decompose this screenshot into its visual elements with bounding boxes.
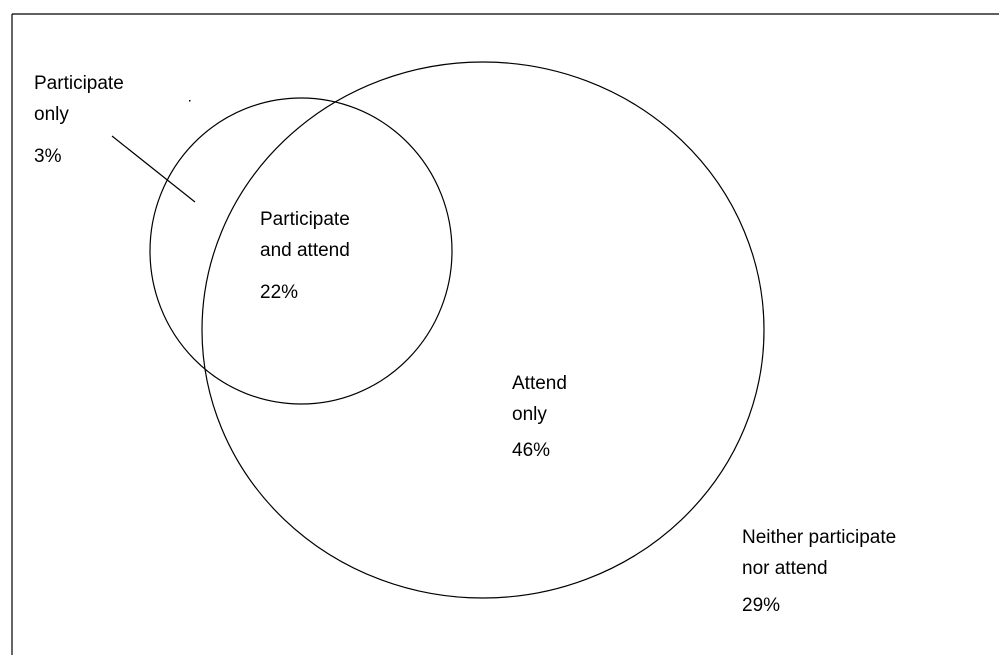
attend-only-percent: 46% [512, 440, 550, 461]
neither-label-line2: nor attend [742, 558, 828, 579]
participate-only-label-line1: Participate [34, 73, 124, 94]
attend-only-label-line1: Attend [512, 373, 567, 394]
neither-percent: 29% [742, 595, 780, 616]
neither-label-line1: Neither participate [742, 527, 896, 548]
stray-dot [189, 100, 191, 102]
participate-and-attend-label-line2: and attend [260, 240, 350, 261]
participate-only-percent: 3% [34, 146, 62, 167]
attend-circle [201, 61, 765, 599]
participate-only-label-line2: only [34, 104, 69, 125]
participate-circle [149, 97, 453, 405]
participate-and-attend-label-line1: Participate [260, 209, 350, 230]
attend-only-label-line2: only [512, 404, 547, 425]
participate-and-attend-percent: 22% [260, 282, 298, 303]
participate-only-leader-line [111, 135, 196, 203]
